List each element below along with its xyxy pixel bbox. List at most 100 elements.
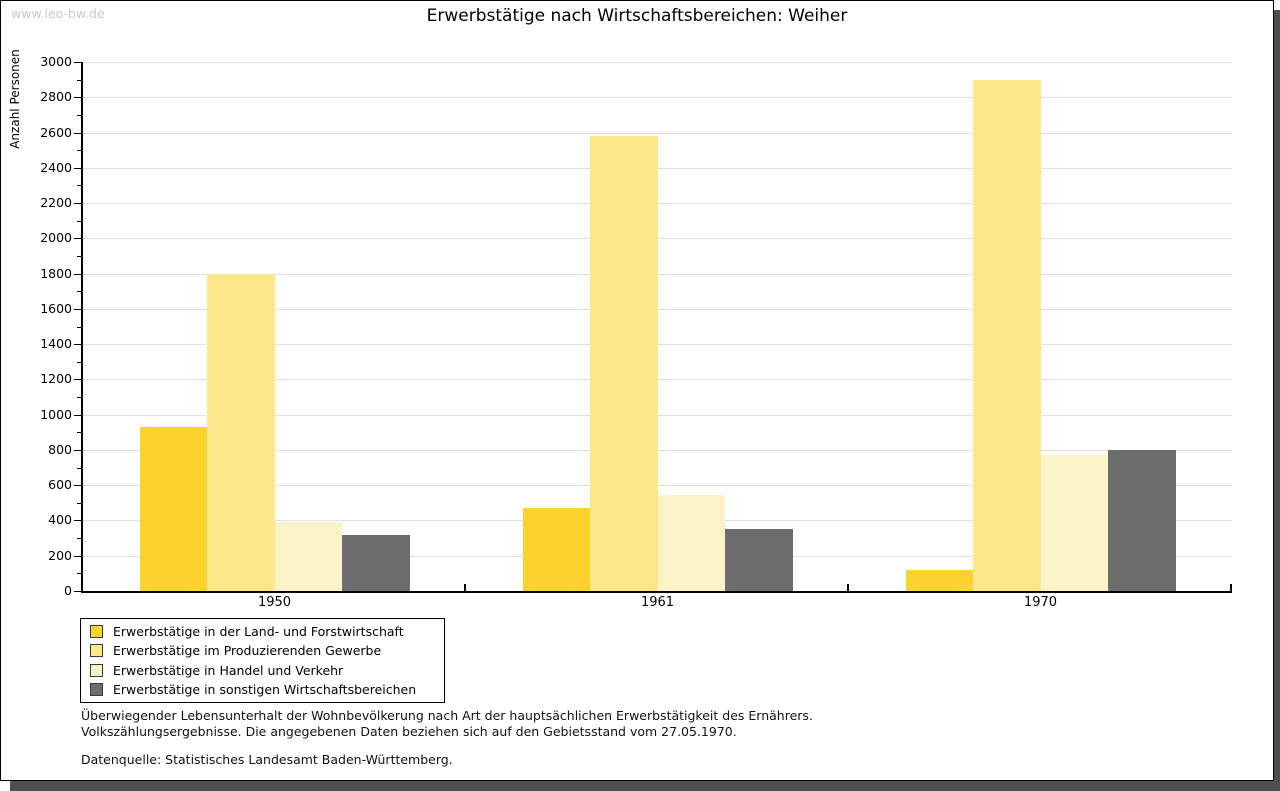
legend-item-4: Erwerbstätige in sonstigen Wirtschaftsbe… (90, 680, 444, 698)
legend-color-swatch (90, 644, 103, 658)
y-axis-tick-label: 2400 (40, 159, 72, 175)
y-axis-tick-label: 1600 (40, 300, 72, 316)
y-axis-minor-tick (77, 397, 81, 399)
gridline (83, 379, 1232, 381)
y-axis-tick-label: 2800 (40, 89, 72, 105)
gridline (83, 485, 1232, 487)
y-axis-minor-tick (77, 573, 81, 575)
bar-1961-series-3 (657, 494, 725, 591)
legend-item-3: Erwerbstätige in Handel und Verkehr (90, 661, 444, 679)
y-axis-tick-label: 1800 (40, 265, 72, 281)
bar-1950-series-4 (342, 534, 410, 591)
y-axis-minor-tick (77, 432, 81, 434)
legend-color-swatch (90, 625, 103, 639)
y-axis-major-tick (74, 273, 81, 275)
gridline (83, 203, 1232, 205)
bar-1970-series-2 (973, 79, 1041, 591)
y-axis-major-tick (74, 132, 81, 134)
y-axis-minor-tick (77, 502, 81, 504)
y-axis-tick-label: 2600 (40, 124, 72, 140)
y-axis-tick-label: 2200 (40, 195, 72, 211)
y-axis-minor-tick (77, 361, 81, 363)
y-axis-minor-tick (77, 467, 81, 469)
legend-item-1: Erwerbstätige in der Land- und Forstwirt… (90, 623, 444, 641)
y-axis-minor-tick (77, 114, 81, 116)
y-axis-major-tick (74, 97, 81, 99)
footnote-line-1: Überwiegender Lebensunterhalt der Wohnbe… (81, 708, 813, 723)
y-axis-tick-label: 0 (64, 583, 72, 598)
bar-1950-series-3 (274, 522, 342, 591)
gridline (83, 167, 1232, 169)
bar-1950-series-2 (207, 273, 275, 591)
y-axis-major-tick (74, 449, 81, 451)
y-axis-tick-label: 3000 (40, 54, 72, 69)
gridline (83, 238, 1232, 240)
y-axis-major-tick (74, 591, 81, 592)
x-axis-category-label: 1961 (640, 595, 675, 610)
y-axis-major-tick (74, 62, 81, 63)
legend-box: Erwerbstätige in der Land- und Forstwirt… (80, 618, 445, 703)
y-axis-tick-label: 1000 (40, 406, 72, 422)
y-axis-major-tick (74, 238, 81, 240)
y-axis-major-tick (74, 167, 81, 169)
watermark: www.leo-bw.de (11, 6, 105, 21)
bar-1961-series-1 (522, 508, 590, 591)
y-axis-minor-tick (77, 538, 81, 540)
y-axis-major-tick (74, 555, 81, 557)
y-axis-minor-tick (77, 326, 81, 328)
y-axis-major-tick (74, 379, 81, 381)
y-axis-tick-label: 400 (48, 512, 72, 528)
gridline (83, 414, 1232, 416)
data-source-text: Datenquelle: Statistisches Landesamt Bad… (81, 752, 453, 767)
gridline (83, 62, 1232, 63)
legend-color-swatch (90, 682, 103, 696)
legend-label: Erwerbstätige im Produzierenden Gewerbe (113, 643, 382, 659)
y-axis-minor-tick (77, 150, 81, 152)
bar-1961-series-2 (590, 136, 658, 591)
y-axis-major-tick (74, 203, 81, 205)
y-axis-minor-tick (77, 291, 81, 293)
x-axis-category-label: 1970 (1023, 595, 1058, 610)
y-axis-title: Anzahl Personen (8, 49, 22, 149)
plot-area: 0 200 400 600 800 1000 1200 1400 1600 1800 2000 220… (40, 55, 1232, 610)
y-axis-major-tick (74, 414, 81, 416)
legend-label: Erwerbstätige in der Land- und Forstwirt… (113, 624, 404, 640)
gridline (83, 344, 1232, 346)
x-axis-category-label: 1950 (257, 595, 292, 610)
frame-shadow-right (1274, 10, 1280, 781)
y-axis-major-tick (74, 344, 81, 346)
y-axis-minor-tick (77, 185, 81, 187)
y-axis-major-tick (74, 485, 81, 487)
y-axis-major-tick (74, 308, 81, 310)
bar-1950-series-1 (139, 427, 207, 591)
frame-shadow-bottom (10, 781, 1280, 791)
legend-color-swatch (90, 663, 103, 677)
gridline (83, 97, 1232, 99)
x-axis-tick (464, 584, 466, 591)
bar-1961-series-4 (725, 529, 793, 591)
y-axis-tick-label: 200 (48, 547, 72, 563)
legend-item-2: Erwerbstätige im Produzierenden Gewerbe (90, 642, 444, 660)
y-axis-minor-tick (77, 79, 81, 81)
bar-1970-series-4 (1108, 449, 1176, 591)
bar-1970-series-3 (1040, 455, 1108, 591)
gridline (83, 449, 1232, 451)
y-axis-tick-label: 2000 (40, 230, 72, 246)
bar-1970-series-1 (905, 569, 973, 591)
footnote-line-2: Volkszählungsergebnisse. Die angegebenen… (81, 724, 737, 739)
y-axis-tick-label: 1400 (40, 336, 72, 352)
chart-title: Erwerbstätige nach Wirtschaftsbereichen:… (426, 6, 848, 26)
x-axis-tick (847, 584, 849, 591)
y-axis-tick-label: 600 (48, 477, 72, 493)
y-axis-tick-label: 1200 (40, 371, 72, 387)
y-axis-tick-label: 800 (48, 441, 72, 457)
gridline (83, 273, 1232, 275)
footnote-text: Überwiegender Lebensunterhalt der Wohnbe… (81, 708, 813, 740)
gridline (83, 132, 1232, 134)
gridline (83, 308, 1232, 310)
x-axis-tick (1230, 584, 1232, 591)
legend-label: Erwerbstätige in Handel und Verkehr (113, 662, 344, 678)
legend-label: Erwerbstätige in sonstigen Wirtschaftsbe… (113, 681, 417, 697)
y-axis-minor-tick (77, 220, 81, 222)
